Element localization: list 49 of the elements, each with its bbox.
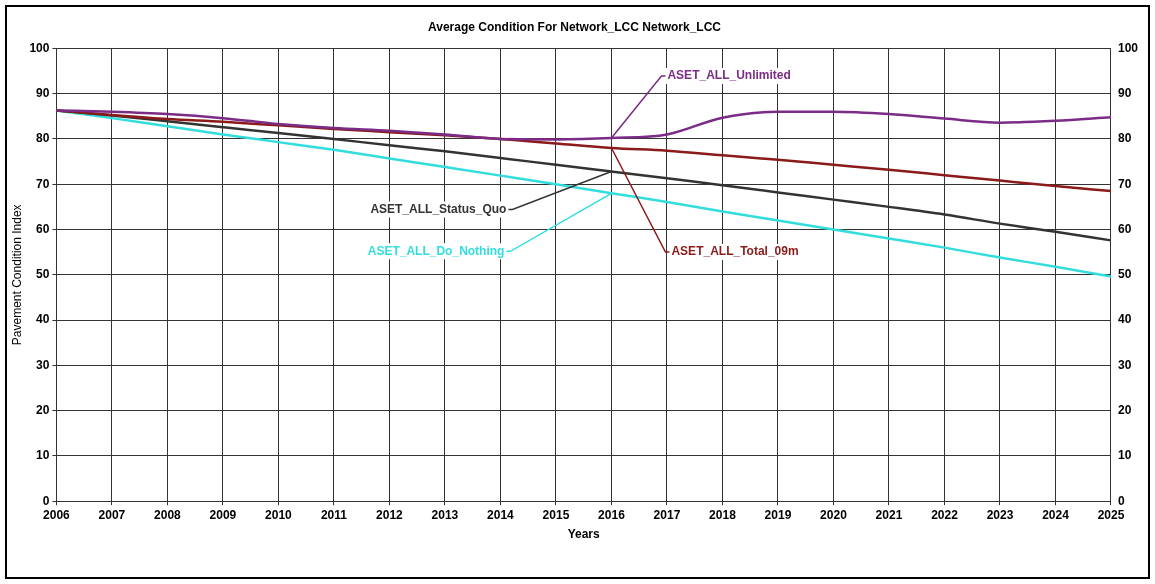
- x-tick-label: 2010: [265, 507, 293, 522]
- x-tick-label: 2021: [875, 507, 903, 522]
- y2-tick-label: 90: [1117, 85, 1132, 100]
- y-tick-label: 70: [36, 176, 50, 191]
- text: ASET_ALL_Do_Nothing: [367, 243, 505, 258]
- text: ASET_ALL_Unlimited: [667, 68, 791, 83]
- x-tick-label: 2022: [931, 507, 959, 522]
- x-tick-label: 2007: [98, 507, 126, 522]
- x-axis-title: Years: [567, 527, 601, 542]
- y2-tick-label: 50: [1117, 267, 1132, 282]
- y2-tick-label: 10: [1117, 448, 1132, 463]
- x-tick-label: 2020: [820, 507, 848, 522]
- x-tick-label: 2015: [542, 507, 570, 522]
- y-tick-label: 30: [36, 357, 50, 372]
- x-tick-label: 2023: [986, 507, 1014, 522]
- x-tick-label: 2025: [1097, 507, 1125, 522]
- y2-tick-label: 20: [1117, 402, 1132, 417]
- x-tick-label: 2018: [709, 507, 737, 522]
- y-tick-label: 0: [42, 493, 50, 508]
- y-tick-label: 40: [36, 312, 50, 327]
- x-tick-label: 2006: [43, 507, 71, 522]
- y2-tick-label: 100: [1117, 40, 1139, 55]
- x-tick-label: 2014: [487, 507, 515, 522]
- x-tick-label: 2016: [598, 507, 626, 522]
- text: ASET_ALL_Status_Quo: [370, 201, 507, 216]
- x-tick-label: 2011: [320, 507, 348, 522]
- y-axis-title: Pavement Condition Index: [9, 204, 24, 346]
- y-tick-label: 20: [36, 402, 50, 417]
- x-tick-label: 2017: [653, 507, 681, 522]
- y-tick-label: 80: [36, 131, 50, 146]
- x-tick-label: 2019: [764, 507, 792, 522]
- text: ASET_ALL_Total_09m: [671, 244, 799, 259]
- y-tick-label: 60: [36, 221, 50, 236]
- y-tick-label: 100: [29, 40, 50, 55]
- y-tick-label: 90: [36, 85, 50, 100]
- x-tick-label: 2008: [154, 507, 182, 522]
- y2-tick-label: 70: [1117, 176, 1132, 191]
- y2-tick-label: 40: [1117, 312, 1132, 327]
- y2-tick-label: 60: [1117, 221, 1132, 236]
- x-tick-label: 2012: [376, 507, 404, 522]
- x-tick-label: 2024: [1042, 507, 1070, 522]
- y2-tick-label: 80: [1117, 131, 1132, 146]
- y2-tick-label: 30: [1117, 357, 1132, 372]
- y-tick-label: 10: [36, 448, 50, 463]
- y2-tick-label: 0: [1117, 493, 1125, 508]
- x-tick-label: 2013: [431, 507, 459, 522]
- chart-title: Average Condition For Network_LCC Network_LCC: [428, 19, 722, 34]
- y-tick-label: 50: [36, 267, 50, 282]
- x-tick-label: 2009: [209, 507, 237, 522]
